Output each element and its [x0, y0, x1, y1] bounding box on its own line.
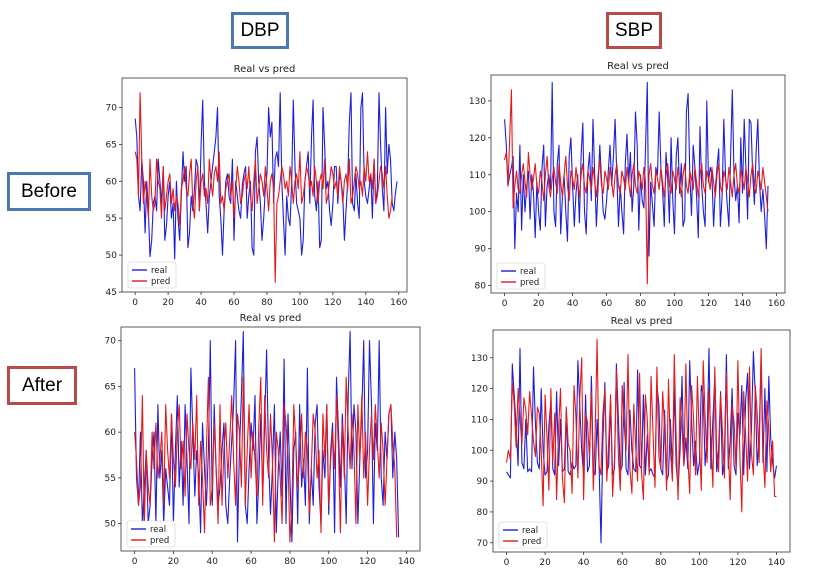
x-tick-label: 100	[691, 558, 708, 568]
y-tick-label: 70	[106, 104, 118, 114]
legend-label-real: real	[151, 266, 167, 276]
x-tick-label: 40	[567, 299, 579, 309]
y-tick-label: 70	[477, 539, 489, 549]
y-tick-label: 100	[471, 446, 488, 456]
x-tick-label: 20	[162, 298, 174, 308]
dbp-column-label: DBP	[231, 12, 289, 49]
chart-title: Real vs pred	[234, 64, 296, 75]
x-tick-label: 140	[398, 557, 415, 567]
x-tick-label: 20	[539, 558, 551, 568]
y-tick-label: 110	[469, 171, 486, 181]
plot-frame	[121, 77, 408, 293]
y-tick-label: 90	[475, 245, 487, 255]
legend-label-real: real	[520, 267, 536, 277]
x-tick-label: 20	[533, 299, 545, 309]
y-tick-label: 80	[475, 282, 487, 292]
plot-frame	[490, 74, 786, 294]
legend-label-pred: pred	[151, 277, 170, 287]
y-tick-label: 50	[105, 520, 117, 530]
plot-frame	[120, 326, 421, 552]
y-tick-label: 70	[105, 337, 117, 347]
x-tick-label: 140	[357, 298, 374, 308]
x-tick-label: 120	[700, 299, 717, 309]
x-tick-label: 0	[132, 557, 138, 567]
series-line-pred	[134, 376, 398, 543]
sbp-column-label: SBP	[606, 12, 662, 49]
chart-title: Real vs pred	[611, 316, 673, 327]
legend-label-real: real	[522, 526, 538, 536]
chart-sbp-before: Real vs pred 80 90 100 110 120 130 0 20 40 60 80 100…	[469, 61, 786, 309]
x-tick-label: 60	[245, 557, 257, 567]
x-tick-label: 100	[666, 299, 683, 309]
y-tick-label: 65	[106, 140, 117, 150]
x-tick-label: 100	[291, 298, 308, 308]
x-tick-label: 40	[207, 557, 219, 567]
x-tick-label: 120	[729, 558, 746, 568]
x-tick-label: 140	[768, 558, 785, 568]
y-tick-label: 65	[105, 382, 116, 392]
x-tick-label: 80	[261, 298, 273, 308]
y-tick-label: 90	[477, 477, 489, 487]
legend-label-pred: pred	[150, 536, 169, 546]
y-tick-label: 60	[105, 428, 117, 438]
chart-title: Real vs pred	[240, 313, 302, 324]
y-tick-label: 130	[469, 97, 486, 107]
x-tick-label: 80	[635, 299, 647, 309]
x-tick-label: 100	[320, 557, 337, 567]
y-tick-label: 55	[105, 474, 116, 484]
plot-frame	[492, 329, 791, 553]
y-tick-label: 60	[106, 177, 118, 187]
x-tick-label: 40	[578, 558, 590, 568]
y-tick-label: 80	[477, 508, 489, 518]
x-tick-label: 140	[734, 299, 751, 309]
x-tick-label: 120	[324, 298, 341, 308]
y-tick-label: 130	[471, 354, 488, 364]
y-tick-label: 50	[106, 251, 118, 261]
y-tick-label: 55	[106, 214, 117, 224]
series-line-pred	[504, 89, 769, 285]
x-tick-label: 0	[504, 558, 510, 568]
legend-label-real: real	[150, 525, 166, 535]
x-tick-label: 120	[359, 557, 376, 567]
chart-dbp-after: Real vs pred 50 55 60 65 70 0 20 40 60 80 100 120 140…	[105, 313, 421, 567]
y-tick-label: 100	[469, 208, 486, 218]
x-tick-label: 60	[616, 558, 628, 568]
legend-label-pred: pred	[520, 278, 539, 288]
x-tick-label: 40	[195, 298, 207, 308]
y-tick-label: 45	[106, 288, 117, 298]
x-tick-label: 160	[390, 298, 407, 308]
x-tick-label: 60	[601, 299, 613, 309]
series-line-real	[134, 331, 400, 543]
x-tick-label: 80	[655, 558, 667, 568]
chart-dbp-before: Real vs pred 45 50 55 60 65 70 0 20 40 60 80 100 120 1…	[106, 64, 408, 308]
x-tick-label: 0	[132, 298, 138, 308]
chart-title: Real vs pred	[607, 61, 669, 72]
x-tick-label: 160	[768, 299, 785, 309]
before-row-label: Before	[7, 172, 91, 211]
chart-sbp-after: Real vs pred 70 80 90 100 110 120 130 0 20 40 60 80 1…	[471, 316, 791, 568]
y-tick-label: 120	[469, 134, 486, 144]
series-line-pred	[505, 338, 777, 513]
x-tick-label: 80	[284, 557, 296, 567]
x-tick-label: 60	[228, 298, 240, 308]
x-tick-label: 0	[502, 299, 508, 309]
y-tick-label: 120	[471, 385, 488, 395]
series-line-pred	[134, 92, 393, 283]
x-tick-label: 20	[168, 557, 180, 567]
legend-label-pred: pred	[522, 537, 541, 547]
after-row-label: After	[7, 366, 77, 405]
y-tick-label: 110	[471, 415, 488, 425]
